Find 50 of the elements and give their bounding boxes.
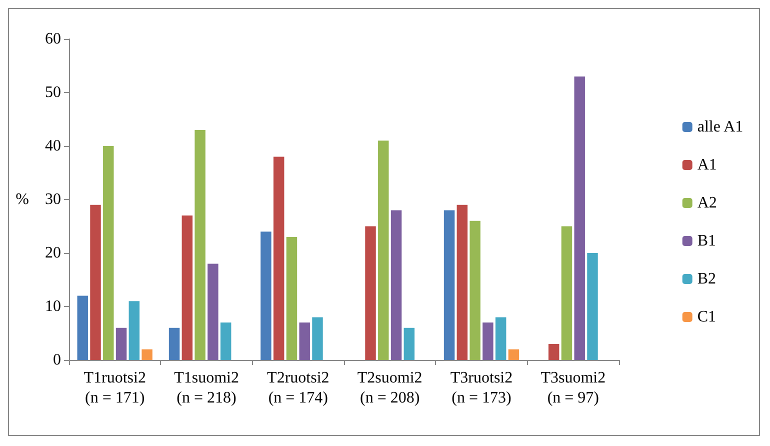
bar — [378, 140, 389, 360]
bar — [456, 204, 468, 360]
legend-label: C1 — [697, 308, 716, 326]
x-tick-label: T1suomi2 (n = 218) — [174, 370, 239, 406]
bar — [168, 328, 180, 360]
x-tick-label: T3suomi2 (n = 97) — [540, 370, 606, 406]
bar — [128, 301, 140, 360]
y-tick-label: 20 — [45, 244, 61, 262]
bar — [548, 344, 560, 360]
bar — [390, 210, 402, 360]
bar — [587, 253, 598, 360]
y-tick-label: 0 — [53, 352, 61, 368]
legend-label: A2 — [697, 194, 717, 212]
bar — [208, 264, 218, 360]
bar — [220, 322, 232, 360]
x-tick-label: T2ruotsi2 (n = 174) — [267, 370, 330, 406]
legend-label: B1 — [697, 232, 716, 250]
bar — [508, 349, 520, 360]
bar — [482, 322, 494, 360]
bar — [299, 322, 310, 360]
bar — [561, 226, 572, 360]
y-tick-label: 50 — [45, 84, 61, 101]
legend-label: A1 — [697, 156, 717, 174]
x-tick-label: T2suomi2 (n = 208) — [357, 370, 422, 406]
y-axis-title: % — [16, 191, 29, 208]
bar — [116, 328, 127, 360]
x-tick-label: T3ruotsi2 (n = 173) — [450, 370, 513, 406]
x-tick-label: T1ruotsi2 (n = 171) — [84, 370, 146, 406]
y-tick-label: 60 — [45, 30, 61, 48]
bar — [182, 216, 193, 360]
legend-label: B2 — [697, 270, 716, 288]
bar — [273, 156, 284, 360]
bar — [365, 226, 376, 360]
bar — [444, 210, 455, 360]
bar — [77, 296, 88, 360]
bar — [574, 76, 585, 360]
y-tick-label: 30 — [45, 191, 61, 208]
y-tick-label: 40 — [45, 138, 61, 154]
bar — [142, 349, 152, 360]
bar — [312, 317, 323, 360]
bar — [194, 130, 206, 360]
bar — [90, 204, 101, 360]
bar — [286, 236, 298, 360]
bar — [495, 317, 506, 360]
legend-label: alle A1 — [697, 118, 744, 136]
bar — [103, 146, 114, 360]
bar — [404, 328, 415, 360]
y-tick-label: 10 — [45, 298, 61, 315]
bar — [260, 232, 272, 360]
bar — [470, 220, 480, 360]
